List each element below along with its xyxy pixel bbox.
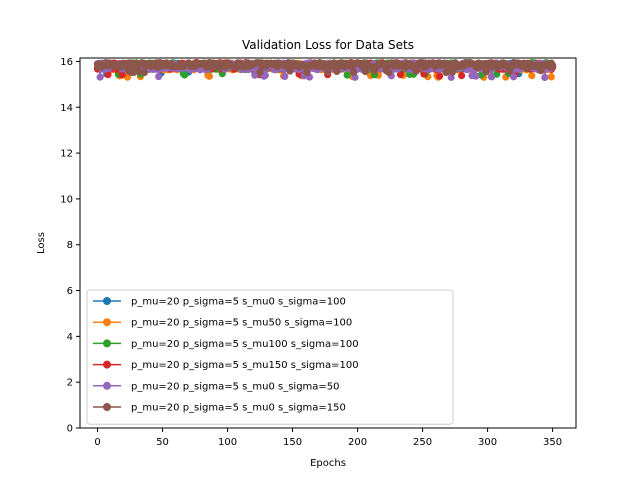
plot-frame (79, 57, 577, 429)
x-tick-label: 350 (543, 437, 562, 448)
data-point (487, 73, 496, 81)
x-axis: 0 50 100 150 200 250 300 350 (94, 428, 562, 448)
x-tick-label: 0 (94, 437, 100, 448)
y-tick-label: 2 (67, 378, 73, 389)
data-point (549, 62, 557, 71)
data-point (181, 71, 189, 79)
data-point (547, 73, 555, 81)
data-point (343, 71, 351, 79)
y-tick-label: 16 (60, 57, 73, 68)
data-point (457, 71, 466, 80)
data-point (472, 72, 480, 80)
legend-item: p_mu=20 p_sigma=5 s_mu0 s_sigma=50 (93, 381, 340, 392)
y-axis-title: Loss (36, 232, 47, 254)
y-tick-label: 14 (60, 103, 73, 114)
legend-item: p_mu=20 p_sigma=5 s_mu0 s_sigma=150 (93, 403, 346, 414)
data-point (350, 68, 358, 76)
x-tick-label: 50 (156, 437, 169, 448)
y-tick-label: 8 (67, 240, 73, 251)
data-point (261, 71, 269, 79)
data-point (541, 73, 549, 82)
legend-marker (103, 360, 111, 369)
data-point (256, 68, 264, 76)
legend-marker (103, 403, 111, 411)
data-point (96, 73, 104, 81)
plot-series (93, 58, 557, 82)
data-point (140, 68, 148, 77)
x-tick-label: 200 (348, 437, 367, 448)
x-tick-label: 150 (283, 437, 302, 448)
data-point (281, 72, 289, 81)
x-tick-label: 250 (413, 437, 432, 448)
legend-marker (103, 318, 111, 327)
data-point (448, 68, 457, 76)
legend-marker (103, 339, 111, 348)
legend-marker (103, 297, 111, 305)
y-tick-label: 10 (60, 194, 73, 205)
legend-label: p_mu=20 p_sigma=5 s_mu100 s_sigma=100 (131, 339, 359, 350)
data-point (324, 68, 332, 76)
legend-label: p_mu=20 p_sigma=5 s_mu50 s_sigma=100 (131, 318, 352, 329)
data-point (442, 68, 450, 77)
x-axis-title: Epochs (310, 458, 346, 469)
legend-label: p_mu=20 p_sigma=5 s_mu150 s_sigma=100 (131, 360, 359, 371)
data-point (528, 71, 536, 80)
data-point (385, 68, 393, 77)
y-tick-label: 4 (67, 332, 73, 343)
legend: p_mu=20 p_sigma=5 s_mu0 s_sigma=100 p_mu=… (86, 289, 454, 425)
data-point (509, 73, 518, 81)
data-point (155, 72, 163, 81)
y-tick-label: 0 (67, 424, 73, 435)
data-point (435, 72, 444, 80)
legend-label: p_mu=20 p_sigma=5 s_mu0 s_sigma=50 (131, 381, 340, 392)
series-6 (93, 59, 557, 77)
legend-box (86, 289, 454, 425)
data-point (104, 71, 112, 79)
legend-label: p_mu=20 p_sigma=5 s_mu0 s_sigma=100 (131, 297, 346, 308)
legend-item: p_mu=20 p_sigma=5 s_mu0 s_sigma=100 (93, 297, 346, 308)
data-point (396, 70, 405, 79)
x-tick-label: 100 (218, 437, 237, 448)
y-axis: 0 2 4 6 8 10 12 14 16 (60, 57, 80, 435)
legend-item: p_mu=20 p_sigma=5 s_mu50 s_sigma=100 (93, 318, 352, 329)
data-point (482, 68, 490, 76)
x-tick-label: 300 (478, 437, 497, 448)
data-point (118, 71, 126, 79)
chart-title: Validation Loss for Data Sets (242, 38, 414, 52)
data-point (303, 68, 311, 76)
legend-item: p_mu=20 p_sigma=5 s_mu100 s_sigma=100 (93, 339, 359, 350)
data-point (205, 72, 213, 80)
legend-item: p_mu=20 p_sigma=5 s_mu150 s_sigma=100 (93, 360, 359, 371)
y-tick-label: 6 (67, 286, 73, 297)
legend-label: p_mu=20 p_sigma=5 s_mu0 s_sigma=150 (131, 403, 346, 414)
data-point (251, 71, 259, 79)
legend-marker (103, 381, 111, 390)
y-tick-label: 12 (60, 149, 73, 160)
data-point (412, 67, 420, 75)
